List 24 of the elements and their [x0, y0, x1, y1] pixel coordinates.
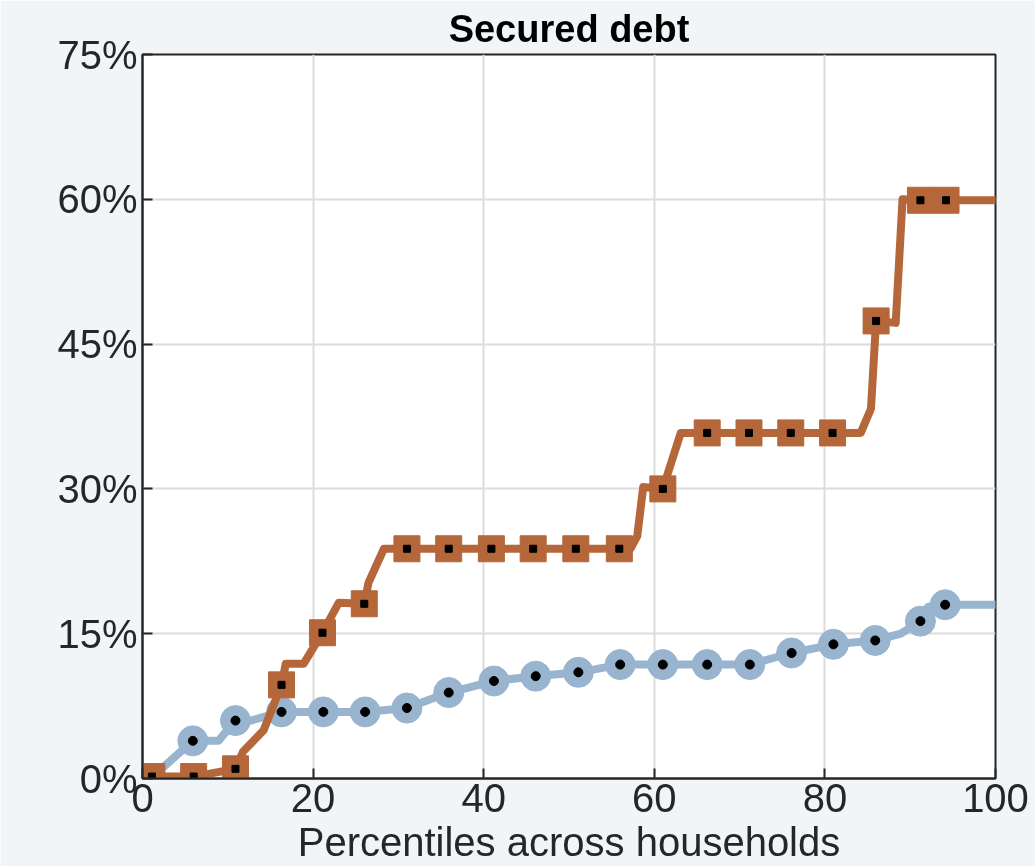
x-axis-title: Percentiles across households [297, 819, 841, 864]
x-tick-label: 20 [290, 775, 336, 820]
point [932, 186, 960, 214]
chart-title: Secured debt [448, 7, 690, 50]
point [693, 419, 721, 447]
y-tick-label: 15% [57, 611, 138, 656]
y-tick-label: 45% [57, 322, 138, 367]
point [649, 475, 677, 503]
y-tick-label: 60% [57, 177, 138, 222]
point [393, 535, 421, 563]
point [350, 590, 378, 618]
point [435, 535, 463, 563]
point [777, 419, 805, 447]
point [562, 535, 590, 563]
x-tick-label: 60 [632, 775, 677, 820]
x-tick-label: 100 [962, 775, 1029, 820]
point [519, 535, 547, 563]
x-tick-label: 80 [802, 775, 848, 820]
y-tick-label: 30% [57, 466, 138, 511]
point [605, 535, 633, 563]
x-tick-label: 40 [461, 775, 506, 820]
point [735, 419, 763, 447]
point [862, 307, 890, 335]
y-tick-label: 75% [57, 32, 138, 77]
